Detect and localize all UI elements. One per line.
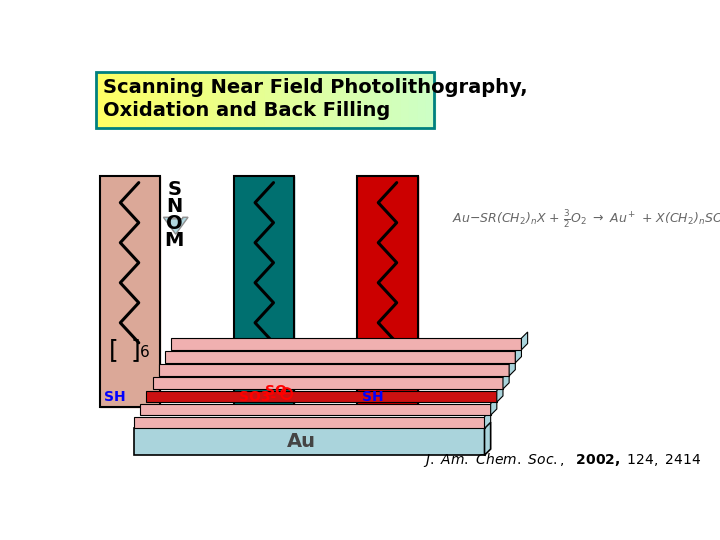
Text: Scanning Near Field Photolithography,: Scanning Near Field Photolithography, [104, 78, 528, 97]
Polygon shape [490, 397, 497, 415]
Bar [316, 72, 325, 128]
Bar [153, 377, 503, 389]
Bar [155, 72, 164, 128]
Bar [171, 338, 521, 350]
Bar [159, 364, 509, 376]
Text: ₂: ₂ [400, 164, 404, 174]
Bar [197, 72, 207, 128]
Text: [: [ [244, 338, 253, 362]
Bar [392, 72, 401, 128]
Bar [350, 72, 359, 128]
Text: Au: Au [287, 432, 316, 451]
Bar [274, 72, 283, 128]
Text: [: [ [109, 338, 119, 362]
Bar [130, 72, 139, 128]
Bar [366, 72, 376, 128]
Bar [140, 403, 490, 415]
Text: 6: 6 [398, 345, 408, 360]
Text: SH: SH [104, 390, 126, 404]
Bar [134, 417, 485, 428]
Polygon shape [516, 345, 521, 363]
Text: ]: ] [389, 338, 398, 362]
Bar [215, 72, 223, 128]
Text: N: N [166, 197, 182, 216]
Bar [206, 72, 215, 128]
Bar [96, 72, 434, 128]
Bar [134, 428, 485, 455]
Bar [138, 72, 148, 128]
Bar [333, 72, 342, 128]
Text: M: M [164, 231, 184, 250]
Bar [96, 72, 105, 128]
Text: H: H [405, 160, 415, 173]
Bar [231, 72, 240, 128]
Bar [307, 72, 317, 128]
Bar [359, 72, 367, 128]
Text: ]: ] [131, 338, 140, 362]
Bar [222, 72, 232, 128]
Bar [99, 177, 160, 408]
Text: Oxidation and Back Filling: Oxidation and Back Filling [104, 101, 391, 120]
Text: SO3-: SO3- [239, 390, 276, 404]
Bar [248, 72, 257, 128]
Bar [240, 72, 249, 128]
Text: [: [ [367, 338, 377, 362]
Bar [256, 72, 266, 128]
Text: O: O [166, 214, 182, 233]
Bar [146, 72, 156, 128]
Bar [189, 72, 198, 128]
Bar [426, 72, 435, 128]
Polygon shape [509, 358, 516, 376]
Bar [99, 177, 160, 408]
Polygon shape [485, 410, 490, 428]
Bar [282, 72, 291, 128]
Text: 6: 6 [140, 345, 150, 360]
Bar [163, 72, 173, 128]
Text: 6: 6 [275, 345, 284, 360]
Bar [234, 177, 294, 408]
Text: SO: SO [265, 384, 287, 398]
Text: ]: ] [266, 338, 275, 362]
FancyArrow shape [163, 217, 188, 234]
Bar [384, 72, 393, 128]
Polygon shape [485, 422, 490, 455]
Bar [409, 72, 418, 128]
Bar [165, 351, 516, 363]
Bar [357, 177, 418, 408]
Bar [400, 72, 410, 128]
Bar [290, 72, 300, 128]
Polygon shape [497, 384, 503, 402]
Bar [112, 72, 122, 128]
Bar [172, 72, 181, 128]
Polygon shape [521, 332, 528, 350]
Bar [375, 72, 384, 128]
Bar [357, 177, 418, 408]
Text: SH: SH [362, 390, 384, 404]
Text: S: S [167, 180, 181, 199]
Bar [180, 72, 189, 128]
Bar [121, 72, 130, 128]
Text: −: − [282, 389, 291, 399]
Bar [146, 390, 497, 402]
Bar [341, 72, 351, 128]
Text: CO2H: CO2H [368, 160, 407, 173]
Bar [418, 72, 427, 128]
Text: $\it{J.\ Am.\ Chem.\ Soc.,}$  $\bf{2002,}$$\it{\ 124,\ 2414}$: $\it{J.\ Am.\ Chem.\ Soc.,}$ $\bf{2002,}… [423, 451, 701, 469]
Text: CO: CO [387, 160, 408, 173]
Bar [324, 72, 333, 128]
Polygon shape [503, 372, 509, 389]
Bar [104, 72, 113, 128]
Text: ₃: ₃ [279, 385, 284, 398]
Bar [234, 177, 294, 408]
Bar [265, 72, 274, 128]
Bar [299, 72, 308, 128]
Text: Au$-$SR(CH$_2$)$_n$X + $\frac{3}{2}$O$_2$ $\rightarrow$ Au$^+$ + X(CH$_2$)$_n$SO: Au$-$SR(CH$_2$)$_n$X + $\frac{3}{2}$O$_2… [452, 208, 720, 230]
